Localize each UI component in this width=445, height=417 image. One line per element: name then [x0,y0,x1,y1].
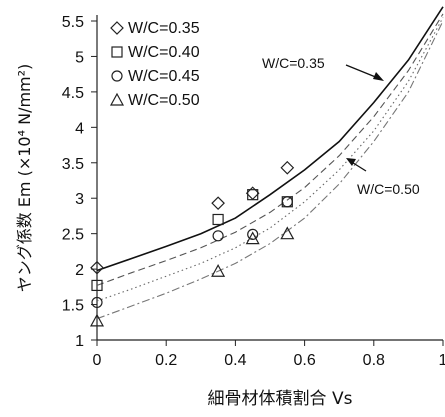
y-tick-label: 3.5 [62,156,84,173]
x-tick-label: 0.4 [224,352,246,369]
legend-label: W/C=0.45 [128,68,200,85]
data-point-circle [281,196,293,208]
data-point-square [91,279,103,292]
fit-curve [96,20,444,320]
annotation-label: W/C=0.50 [357,181,420,197]
x-tick-label: 0.8 [363,352,385,369]
axes: 1 1.5 2 2.5 3 3.5 4 4.5 5 5.5 0 0.2 0.4 0.6 0.8 1 [62,14,445,369]
data-point-diamond [280,160,295,175]
data-point-diamond [211,196,225,211]
annotation-arrowhead [346,158,356,166]
x-tick-label: 0.6 [293,352,315,369]
data-point-triangle [89,313,105,327]
legend-label: W/C=0.40 [128,44,200,61]
annotation-label: W/C=0.35 [262,55,325,71]
y-tick-label: 1.5 [62,298,84,315]
data-point-square [247,189,259,201]
data-point-diamond [245,186,260,201]
annotation-arrowhead [373,72,384,81]
fit-curve [96,13,444,286]
y-tick-label: 4.5 [62,85,84,102]
data-point-triangle [211,263,226,277]
data-point-square [212,213,224,226]
x-tick-label: 0 [93,352,102,369]
data-markers [89,160,295,327]
y-tick-label: 2.5 [62,227,84,244]
legend-label: W/C=0.35 [128,20,200,37]
legend-marker-circle [111,70,123,82]
y-tick-label: 3 [75,191,84,208]
annotation-arrow-line [345,64,379,79]
data-point-circle [247,228,259,240]
fit-curves [96,6,444,320]
y-tick-label: 5.5 [62,14,84,31]
legend-marker-diamond [110,21,124,35]
fit-curve [96,6,444,272]
legend-marker-triangle [109,92,125,106]
legend: W/C=0.35 W/C=0.40 W/C=0.45 W/C=0.50 [109,20,200,109]
data-point-circle [91,296,103,309]
y-axis-label: ヤング係数 Em (×10⁴ N/mm²) [15,64,34,293]
data-point-circle [212,230,224,242]
y-tick-label: 2 [75,262,84,279]
annotations: W/C=0.35 W/C=0.50 [262,55,420,197]
y-tick-label: 4 [75,120,84,137]
data-point-triangle [280,226,295,240]
data-point-triangle [245,231,260,245]
legend-label: W/C=0.50 [128,92,200,109]
x-tick-label: 0.2 [155,352,177,369]
x-axis-label: 細骨材体積割合 Vs [208,389,353,409]
x-tick-label: 1 [439,352,445,369]
legend-marker-square [111,46,123,58]
y-tick-label: 5 [75,49,84,66]
data-point-diamond [90,260,104,275]
y-tick-label: 1 [75,333,84,350]
